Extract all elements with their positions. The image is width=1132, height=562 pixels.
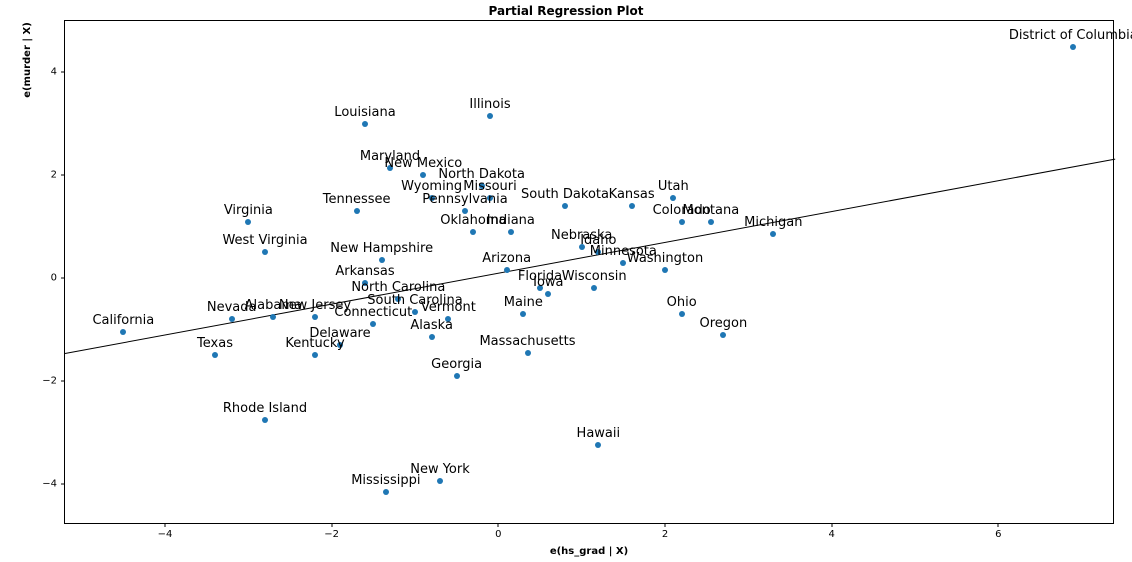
point-label: Ohio [667,295,697,310]
ytick-label: −4 [42,478,57,489]
scatter-point [620,260,626,266]
point-label: Connecticut [334,305,412,320]
point-label: District of Columbia [1009,28,1132,43]
scatter-point [487,113,493,119]
point-label: Kansas [609,187,655,202]
point-label: Montana [682,203,739,218]
point-label: Massachusetts [479,334,575,349]
xtick [831,523,832,527]
ytick [61,175,65,176]
scatter-point [245,219,251,225]
scatter-point [508,229,514,235]
scatter-point [212,352,218,358]
figure: Partial Regression Plot −4−20246−4−2024D… [0,0,1132,562]
point-label: Iowa [533,275,563,290]
xtick-label: 0 [495,529,501,540]
point-label: Indiana [487,213,535,228]
xtick [998,523,999,527]
xtick-label: 6 [995,529,1001,540]
point-label: Hawaii [577,426,621,441]
scatter-point [379,257,385,263]
point-label: Illinois [469,97,510,112]
scatter-point [595,442,601,448]
scatter-point [437,478,443,484]
chart-title: Partial Regression Plot [0,4,1132,18]
axes-area: −4−20246−4−2024District of ColumbiaIllin… [64,20,1114,524]
point-label: Georgia [431,357,482,372]
scatter-point [470,229,476,235]
scatter-point [312,314,318,320]
scatter-point [679,219,685,225]
point-label: Kentucky [285,336,344,351]
point-label: Vermont [421,300,476,315]
scatter-point [525,350,531,356]
scatter-point [520,311,526,317]
scatter-point [629,203,635,209]
ytick [61,278,65,279]
scatter-point [429,334,435,340]
ytick [61,483,65,484]
xtick [665,523,666,527]
ytick [61,72,65,73]
scatter-point [1070,44,1076,50]
point-label: Washington [627,251,703,266]
point-label: California [92,313,154,328]
scatter-point [383,489,389,495]
xtick [331,523,332,527]
scatter-point [270,314,276,320]
point-label: Texas [197,336,233,351]
scatter-point [370,321,376,327]
scatter-point [504,267,510,273]
scatter-point [120,329,126,335]
scatter-point [670,195,676,201]
point-label: Rhode Island [223,401,307,416]
scatter-point [591,285,597,291]
scatter-point [770,231,776,237]
scatter-point [362,121,368,127]
point-label: Virginia [224,203,273,218]
ytick-label: 0 [51,273,57,284]
scatter-point [420,172,426,178]
scatter-point [454,373,460,379]
point-label: Oregon [699,316,747,331]
point-label: New Hampshire [330,241,433,256]
point-label: Arizona [482,251,531,266]
point-label: Michigan [744,215,802,230]
scatter-point [262,417,268,423]
point-label: New York [410,462,470,477]
point-label: Maine [504,295,543,310]
scatter-point [679,311,685,317]
scatter-point [545,291,551,297]
point-label: Utah [658,179,689,194]
point-label: South Dakota [521,187,609,202]
scatter-point [662,267,668,273]
point-label: Arkansas [335,264,394,279]
point-label: Louisiana [334,105,395,120]
xtick [498,523,499,527]
xtick-label: −4 [158,529,173,540]
scatter-point [312,352,318,358]
scatter-point [262,249,268,255]
ytick-label: −2 [42,376,57,387]
point-label: Wisconsin [562,269,627,284]
xtick [165,523,166,527]
scatter-point [354,208,360,214]
point-label: Tennessee [323,192,391,207]
point-label: West Virginia [222,233,307,248]
scatter-point [229,316,235,322]
point-label: Pennsylvania [422,192,507,207]
y-axis-label: e(murder | X) [22,0,33,312]
scatter-point [708,219,714,225]
xtick-label: −2 [324,529,339,540]
ytick [61,381,65,382]
scatter-point [720,332,726,338]
point-label: Alaska [410,318,453,333]
xtick-label: 2 [662,529,668,540]
scatter-point [412,309,418,315]
xtick-label: 4 [828,529,834,540]
ytick-label: 4 [51,67,57,78]
ytick-label: 2 [51,170,57,181]
scatter-point [562,203,568,209]
x-axis-label: e(hs_grad | X) [64,546,1114,557]
